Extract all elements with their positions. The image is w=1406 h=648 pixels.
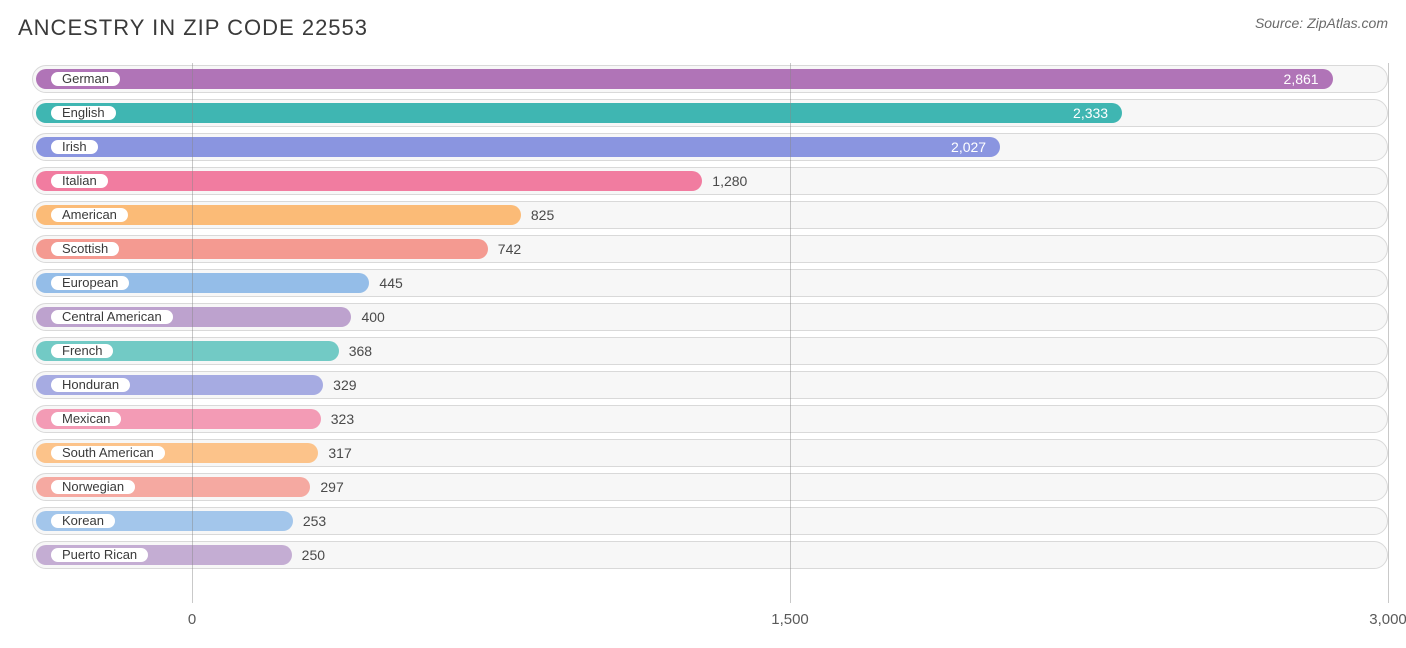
bar-container: German2,861 English2,333 Irish2,027 Italian… — [32, 63, 1388, 569]
category-label: Puerto Rican — [50, 547, 149, 563]
plot-region: German2,861 English2,333 Irish2,027 Italian… — [32, 63, 1388, 603]
bar-row: Korean 253 — [32, 507, 1388, 535]
value-label: 253 — [293, 507, 326, 535]
value-label: 742 — [488, 235, 521, 263]
gridline — [1388, 63, 1389, 603]
value-label: 1,280 — [702, 167, 747, 195]
value-label: 445 — [369, 269, 402, 297]
source-attribution: Source: ZipAtlas.com — [1255, 15, 1388, 31]
category-label: European — [50, 275, 130, 291]
bar-row: European 445 — [32, 269, 1388, 297]
bar-row: Scottish 742 — [32, 235, 1388, 263]
bar-row: American 825 — [32, 201, 1388, 229]
x-axis: 01,5003,000 — [32, 609, 1388, 633]
category-label: Italian — [50, 173, 109, 189]
bar-row: Irish2,027 — [32, 133, 1388, 161]
value-label: 297 — [310, 473, 343, 501]
bar-row: French 368 — [32, 337, 1388, 365]
value-label: 2,861 — [36, 65, 1333, 93]
bar-row: Puerto Rican 250 — [32, 541, 1388, 569]
bar-fill — [36, 171, 702, 191]
value-label: 250 — [292, 541, 325, 569]
category-label: Honduran — [50, 377, 131, 393]
axis-tick-label: 0 — [188, 611, 196, 628]
bar-row: German2,861 — [32, 65, 1388, 93]
bar-row: Honduran 329 — [32, 371, 1388, 399]
bar-row: Italian 1,280 — [32, 167, 1388, 195]
bar-row: Norwegian 297 — [32, 473, 1388, 501]
bar-row: English2,333 — [32, 99, 1388, 127]
bar-row: Central American 400 — [32, 303, 1388, 331]
category-label: Korean — [50, 513, 116, 529]
category-label: Norwegian — [50, 479, 136, 495]
chart-area: German2,861 English2,333 Irish2,027 Italian… — [18, 63, 1388, 633]
category-label: Central American — [50, 309, 174, 325]
value-label: 368 — [339, 337, 372, 365]
gridline — [790, 63, 791, 603]
axis-tick-label: 3,000 — [1369, 611, 1406, 628]
gridline — [192, 63, 193, 603]
category-label: French — [50, 343, 114, 359]
value-label: 323 — [321, 405, 354, 433]
bar-row: Mexican 323 — [32, 405, 1388, 433]
value-label: 2,027 — [36, 133, 1000, 161]
chart-title: ANCESTRY IN ZIP CODE 22553 — [18, 15, 368, 41]
value-label: 400 — [351, 303, 384, 331]
value-label: 329 — [323, 371, 356, 399]
header: ANCESTRY IN ZIP CODE 22553 Source: ZipAt… — [18, 15, 1388, 41]
category-label: Scottish — [50, 241, 120, 257]
value-label: 825 — [521, 201, 554, 229]
category-label: South American — [50, 445, 166, 461]
category-label: Mexican — [50, 411, 122, 427]
value-label: 2,333 — [36, 99, 1122, 127]
category-label: American — [50, 207, 129, 223]
bar-row: South American 317 — [32, 439, 1388, 467]
value-label: 317 — [318, 439, 351, 467]
axis-tick-label: 1,500 — [771, 611, 809, 628]
